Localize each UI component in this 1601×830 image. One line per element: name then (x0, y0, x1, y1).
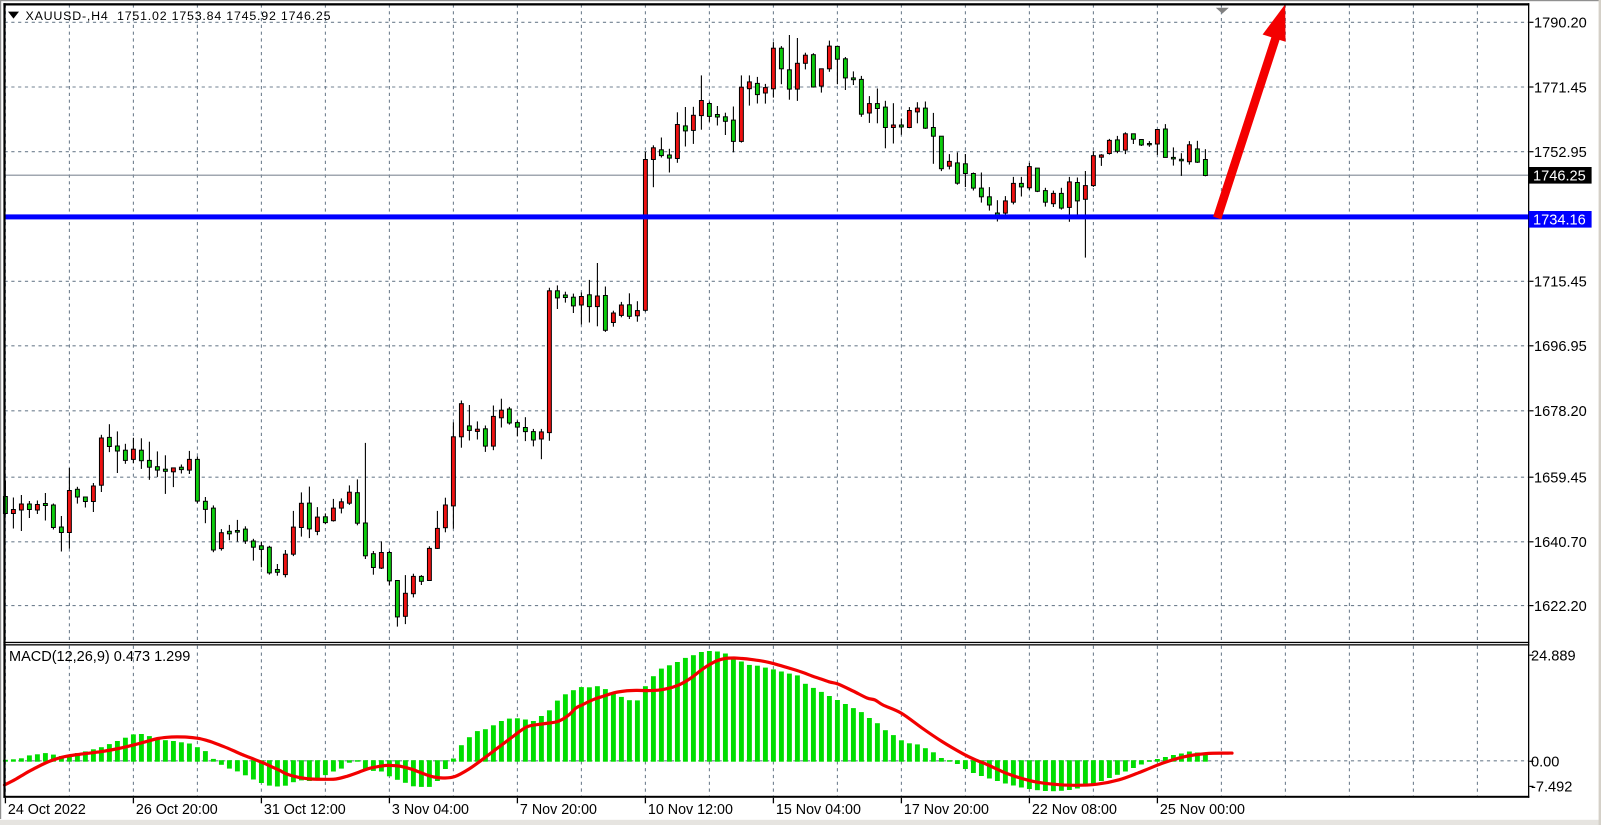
svg-text:3 Nov 04:00: 3 Nov 04:00 (392, 802, 469, 818)
svg-text:1678.20: 1678.20 (1534, 404, 1587, 420)
svg-text:22 Nov 08:00: 22 Nov 08:00 (1032, 802, 1117, 818)
svg-text:1715.45: 1715.45 (1534, 275, 1587, 291)
svg-text:24 Oct 2022: 24 Oct 2022 (8, 802, 86, 818)
svg-text:25 Nov 00:00: 25 Nov 00:00 (1160, 802, 1245, 818)
svg-text:10 Nov 12:00: 10 Nov 12:00 (648, 802, 733, 818)
svg-text:1746.25: 1746.25 (1533, 168, 1586, 184)
svg-text:1659.45: 1659.45 (1534, 471, 1587, 487)
svg-text:XAUUSD-,H4 1751.02 1753.84 17: XAUUSD-,H4 1751.02 1753.84 1745.92 1746.… (26, 9, 332, 23)
svg-text:1640.70: 1640.70 (1534, 535, 1587, 551)
svg-text:17 Nov 20:00: 17 Nov 20:00 (904, 802, 989, 818)
svg-text:1752.95: 1752.95 (1534, 145, 1587, 161)
svg-text:-7.492: -7.492 (1531, 780, 1572, 796)
svg-text:1790.20: 1790.20 (1534, 16, 1587, 32)
svg-text:26 Oct 20:00: 26 Oct 20:00 (136, 802, 218, 818)
svg-text:1696.95: 1696.95 (1534, 339, 1587, 355)
svg-text:1734.16: 1734.16 (1533, 212, 1586, 228)
svg-text:15 Nov 04:00: 15 Nov 04:00 (776, 802, 861, 818)
svg-text:24.889: 24.889 (1531, 649, 1576, 665)
svg-text:1771.45: 1771.45 (1534, 80, 1587, 96)
svg-text:7 Nov 20:00: 7 Nov 20:00 (520, 802, 597, 818)
svg-text:1622.20: 1622.20 (1534, 599, 1587, 615)
svg-text:MACD(12,26,9) 0.473 1.299: MACD(12,26,9) 0.473 1.299 (9, 649, 190, 665)
svg-text:31 Oct 12:00: 31 Oct 12:00 (264, 802, 346, 818)
svg-text:0.00: 0.00 (1531, 755, 1559, 771)
